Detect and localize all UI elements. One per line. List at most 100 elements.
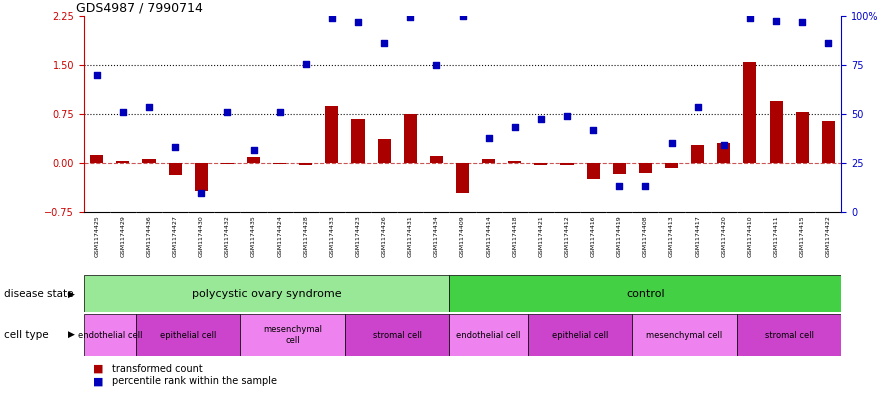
Bar [613,163,626,174]
Text: GSM1174424: GSM1174424 [278,215,282,257]
Text: GSM1174416: GSM1174416 [590,215,596,257]
Text: disease state: disease state [4,289,74,299]
Text: ▶: ▶ [68,290,75,298]
Bar [430,156,443,163]
Bar [737,314,841,356]
Point [272,109,286,115]
Point [455,13,470,19]
Point [769,18,783,24]
Bar [241,314,345,356]
Point [691,104,705,110]
Bar [325,106,338,163]
Text: GSM1174426: GSM1174426 [381,215,387,257]
Text: GSM1174420: GSM1174420 [722,215,726,257]
Point [168,143,182,150]
Bar [665,163,678,168]
Text: GSM1174427: GSM1174427 [173,215,178,257]
Text: endothelial cell: endothelial cell [456,331,521,340]
Text: epithelial cell: epithelial cell [552,331,608,340]
Text: GSM1174425: GSM1174425 [94,215,100,257]
Point [717,141,731,148]
Text: stromal cell: stromal cell [765,331,813,340]
Text: GSM1174410: GSM1174410 [747,215,752,257]
Bar [449,314,528,356]
Text: stromal cell: stromal cell [373,331,422,340]
Text: GSM1174429: GSM1174429 [121,215,125,257]
Bar [528,314,633,356]
Text: GSM1174414: GSM1174414 [486,215,491,257]
Bar [403,114,417,163]
Text: ■: ■ [93,364,103,374]
Text: GSM1174422: GSM1174422 [825,215,831,257]
Bar [587,163,600,180]
Bar [508,161,522,163]
Point [299,61,313,67]
Text: mesenchymal cell: mesenchymal cell [647,331,722,340]
Point [142,104,156,110]
Bar [247,156,260,163]
Point [351,19,365,26]
Text: GSM1174412: GSM1174412 [565,215,569,257]
Text: percentile rank within the sample: percentile rank within the sample [112,376,277,386]
Point [482,135,496,141]
Point [560,113,574,119]
Bar [84,314,136,356]
Bar [456,163,469,193]
Text: GSM1174435: GSM1174435 [251,215,256,257]
Text: GSM1174411: GSM1174411 [774,215,779,257]
Bar [116,161,130,163]
Text: GSM1174417: GSM1174417 [695,215,700,257]
Point [612,183,626,189]
Text: GSM1174430: GSM1174430 [199,215,204,257]
Text: GDS4987 / 7990714: GDS4987 / 7990714 [76,2,203,15]
Bar [633,314,737,356]
Point [796,19,810,26]
Bar [378,139,390,163]
Text: polycystic ovary syndrome: polycystic ovary syndrome [192,289,342,299]
Bar [482,159,495,163]
Bar [221,163,234,164]
Point [403,14,418,20]
Point [247,147,261,153]
Bar [639,163,652,173]
Text: endothelial cell: endothelial cell [78,331,142,340]
Text: GSM1174419: GSM1174419 [617,215,622,257]
Bar [769,101,782,163]
Text: GSM1174431: GSM1174431 [408,215,413,257]
Text: GSM1174413: GSM1174413 [669,215,674,257]
Text: mesenchymal
cell: mesenchymal cell [263,325,322,345]
Point [821,40,835,46]
Text: transformed count: transformed count [112,364,203,374]
Point [90,72,104,78]
Text: GSM1174415: GSM1174415 [800,215,804,257]
Text: GSM1174409: GSM1174409 [460,215,465,257]
Point [507,124,522,130]
Bar [143,158,156,163]
Bar [345,314,449,356]
Bar [352,119,365,163]
Text: GSM1174423: GSM1174423 [356,215,360,257]
Text: control: control [626,289,665,299]
Bar [822,121,835,163]
Text: cell type: cell type [4,330,49,340]
Bar [168,163,181,175]
Text: GSM1174436: GSM1174436 [146,215,152,257]
Bar [84,275,449,312]
Point [743,15,757,21]
Point [220,109,234,115]
Text: GSM1174432: GSM1174432 [225,215,230,257]
Point [194,189,208,196]
Bar [691,145,704,163]
Bar [195,163,208,191]
Text: epithelial cell: epithelial cell [160,331,217,340]
Text: GSM1174408: GSM1174408 [643,215,648,257]
Point [115,109,130,115]
Text: GSM1174434: GSM1174434 [434,215,439,257]
Text: GSM1174433: GSM1174433 [329,215,335,257]
Text: ▶: ▶ [68,331,75,339]
Text: GSM1174418: GSM1174418 [512,215,517,257]
Bar [717,143,730,163]
Point [534,116,548,122]
Bar [560,163,574,165]
Bar [449,275,841,312]
